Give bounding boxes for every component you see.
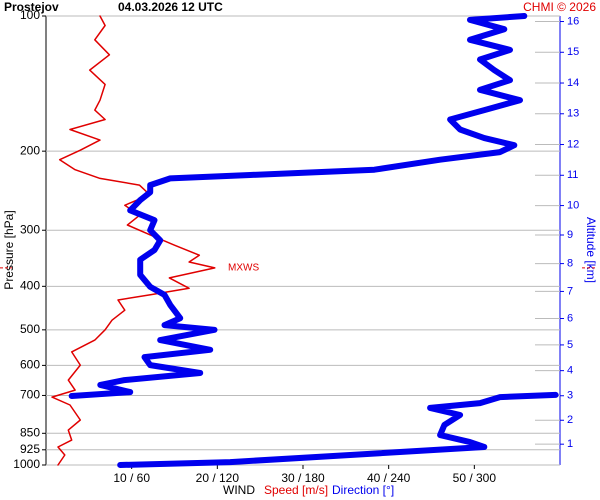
annotation-label: MXWS [228,263,259,274]
y-axis-label: Pressure [hPa] [2,210,16,289]
y-tick-label: 1000 [13,457,40,471]
y2-tick-label: 14 [567,77,579,89]
chart-title: Prostejov [4,0,59,14]
credit: CHMI © 2026 [523,0,596,14]
x-tick-label: 10 / 60 [113,471,150,485]
y2-tick-label: 9 [567,229,573,241]
y-tick-label: 925 [20,442,40,456]
y2-axis-label: Altitude [km] [584,217,598,283]
y-tick-label: 600 [20,358,40,372]
y-tick-label: 400 [20,278,40,292]
x-axis-label: WIND [223,483,255,497]
x-tick-label: 20 / 120 [196,471,240,485]
y2-tick-label: 8 [567,258,573,270]
x-tick-label: 40 / 240 [367,471,411,485]
y2-tick-label: 3 [567,390,573,402]
y2-tick-label: 11 [567,169,578,181]
y2-tick-label: 6 [567,312,573,324]
x-tick-label: 30 / 180 [281,471,325,485]
y2-tick-label: 5 [567,339,573,351]
y-tick-label: 300 [20,222,40,236]
legend-entry: Direction [°] [332,483,394,497]
legend-entry: Speed [m/s] [264,483,328,497]
y-tick-label: 100 [20,8,40,22]
y2-tick-label: 10 [567,199,579,211]
y2-tick-label: 13 [567,108,579,120]
y-tick-label: 700 [20,388,40,402]
y2-tick-label: 2 [567,414,573,426]
x-tick-label: 50 / 300 [453,471,497,485]
y-tick-label: 850 [20,425,40,439]
y-tick-label: 200 [20,143,40,157]
y2-tick-label: 4 [567,365,573,377]
y2-tick-label: 1 [567,438,573,450]
y-tick-label: 500 [20,322,40,336]
wind-line [68,13,559,468]
y2-tick-label: 7 [567,285,573,297]
y2-tick-label: 16 [567,15,579,27]
y2-tick-label: 15 [567,46,579,58]
wind-line [51,15,216,466]
chart-subtitle: 04.03.2026 12 UTC [118,0,223,14]
y2-tick-label: 12 [567,138,579,150]
